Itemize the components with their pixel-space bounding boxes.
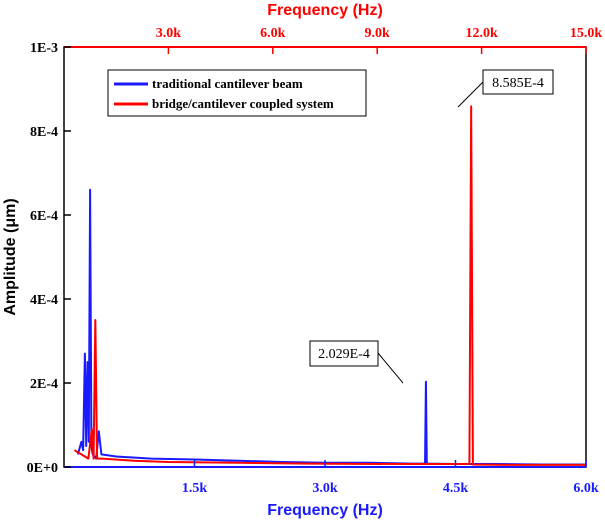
top-tick-label-3: 12.0k (465, 26, 498, 41)
y-tick-label-4: 8E-4 (30, 125, 58, 140)
callout-blue-peak: 2.029E-4 (309, 340, 404, 384)
top-tick-label-1: 6.0k (260, 26, 286, 41)
top-x-axis-title: Frequency (Hz) (267, 2, 383, 19)
bottom-tick-label-2: 4.5k (443, 481, 469, 496)
bottom-x-axis-title: Frequency (Hz) (267, 502, 383, 519)
y-tick-label-3: 6E-4 (30, 209, 58, 224)
bottom-tick-label-3: 6.0k (573, 481, 599, 496)
top-tick-label-4: 15.0k (570, 26, 603, 41)
callout-blue-label: 2.029E-4 (318, 347, 370, 362)
callout-blue-box (309, 340, 379, 367)
callout-blue-leader (377, 352, 404, 384)
callout-red-label: 8.585E-4 (492, 76, 544, 91)
callout-red-box (482, 69, 554, 95)
y-axis-title: Amplitude (μm) (2, 198, 19, 315)
legend-label-coupled: bridge/cantilever coupled system (152, 96, 334, 111)
y-tick-label-0: 0E+0 (27, 461, 58, 476)
y-tick-label-5: 1E-3 (30, 41, 58, 56)
series-layer (73, 105, 586, 466)
bottom-tick-label-1: 3.0k (312, 481, 338, 496)
callout-red-leader (457, 81, 484, 108)
legend: traditional cantilever beam bridge/canti… (107, 69, 367, 117)
legend-box (107, 69, 367, 117)
top-tick-label-2: 9.0k (365, 26, 391, 41)
top-tick-label-0: 3.0k (156, 26, 182, 41)
callout-red-peak: 8.585E-4 (457, 69, 554, 108)
series-line-1 (73, 105, 586, 466)
legend-label-traditional: traditional cantilever beam (152, 76, 303, 91)
y-tick-label-1: 2E-4 (30, 377, 58, 392)
series-line-0 (76, 188, 586, 466)
y-tick-label-2: 4E-4 (30, 293, 58, 308)
bottom-tick-label-0: 1.5k (182, 481, 208, 496)
axis-layer: 1.5k 3.0k 4.5k 6.0k 3.0k 6.0k 9.0k 12.0k 15.0k 0E… (27, 26, 603, 496)
